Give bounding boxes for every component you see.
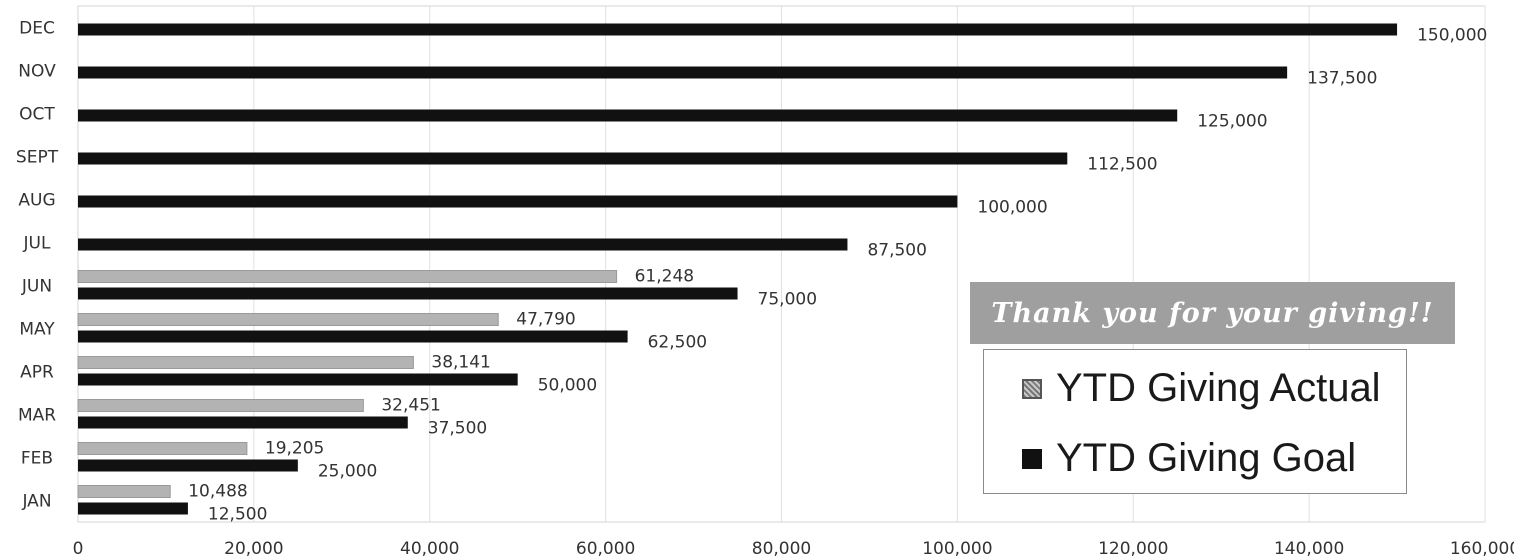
- category-label: MAY: [19, 320, 55, 340]
- data-label-goal: 137,500: [1307, 69, 1377, 89]
- data-label-goal: 112,500: [1087, 155, 1157, 175]
- x-tick-label: 140,000: [1274, 539, 1344, 559]
- category-label: JAN: [21, 492, 51, 512]
- data-label-actual: 32,451: [381, 396, 440, 416]
- legend-swatch-goal: [1022, 448, 1042, 469]
- thank-you-banner: Thank you for your giving!!: [970, 282, 1455, 344]
- x-tick-label: 160,000: [1450, 539, 1514, 559]
- data-label-goal: 150,000: [1417, 26, 1487, 46]
- chart-legend: YTD Giving Actual YTD Giving Goal: [983, 349, 1407, 494]
- data-label-goal: 25,000: [318, 462, 377, 482]
- x-tick-label: 120,000: [1098, 539, 1168, 559]
- x-tick-label: 40,000: [400, 539, 459, 559]
- bar-actual: [77, 442, 248, 455]
- bar-goal: [78, 23, 1398, 36]
- x-tick-label: 0: [73, 539, 84, 559]
- x-tick-label: 60,000: [576, 539, 635, 559]
- data-label-actual: 19,205: [265, 439, 324, 459]
- bar-goal: [78, 238, 848, 251]
- category-label: DEC: [19, 19, 55, 39]
- legend-item-goal: YTD Giving Goal: [1022, 436, 1356, 481]
- x-tick-label: 80,000: [752, 539, 811, 559]
- bar-actual: [77, 270, 618, 283]
- category-label: NOV: [18, 62, 56, 82]
- legend-item-actual: YTD Giving Actual: [1022, 366, 1381, 411]
- bar-goal: [78, 66, 1288, 79]
- category-label: MAR: [18, 406, 56, 426]
- bar-actual: [77, 313, 499, 326]
- category-label: APR: [20, 363, 54, 383]
- data-label-actual: 10,488: [188, 482, 247, 502]
- data-label-goal: 75,000: [758, 290, 817, 310]
- category-label: SEPT: [16, 148, 59, 168]
- bar-goal: [78, 373, 518, 386]
- bar-goal: [78, 416, 408, 429]
- banner-text: Thank you for your giving!!: [991, 297, 1434, 329]
- bar-goal: [78, 330, 628, 343]
- bar-goal: [78, 502, 188, 515]
- x-tick-label: 20,000: [224, 539, 283, 559]
- bar-actual: [77, 399, 364, 412]
- x-tick-label: 100,000: [922, 539, 992, 559]
- bar-goal: [78, 195, 958, 208]
- data-label-goal: 12,500: [208, 505, 267, 525]
- data-label-goal: 62,500: [648, 333, 707, 353]
- category-label: OCT: [19, 105, 55, 125]
- legend-label-actual: YTD Giving Actual: [1056, 366, 1381, 410]
- bar-goal: [78, 287, 738, 300]
- data-label-goal: 37,500: [428, 419, 487, 439]
- category-label: JUN: [21, 277, 52, 297]
- data-label-goal: 125,000: [1197, 112, 1267, 132]
- bar-actual: [77, 485, 171, 498]
- data-label-actual: 61,248: [635, 267, 694, 287]
- category-label: JUL: [23, 234, 51, 254]
- data-label-goal: 87,500: [867, 241, 926, 261]
- bar-goal: [78, 109, 1178, 122]
- data-label-goal: 100,000: [977, 198, 1047, 218]
- legend-label-goal: YTD Giving Goal: [1056, 436, 1357, 480]
- data-label-actual: 38,141: [431, 353, 490, 373]
- category-label: AUG: [18, 191, 55, 211]
- legend-swatch-actual: [1022, 378, 1042, 399]
- data-label-actual: 47,790: [516, 310, 575, 330]
- bar-goal: [78, 152, 1068, 165]
- category-label: FEB: [21, 449, 53, 469]
- bar-actual: [77, 356, 414, 369]
- bar-goal: [78, 459, 298, 472]
- data-label-goal: 50,000: [538, 376, 597, 396]
